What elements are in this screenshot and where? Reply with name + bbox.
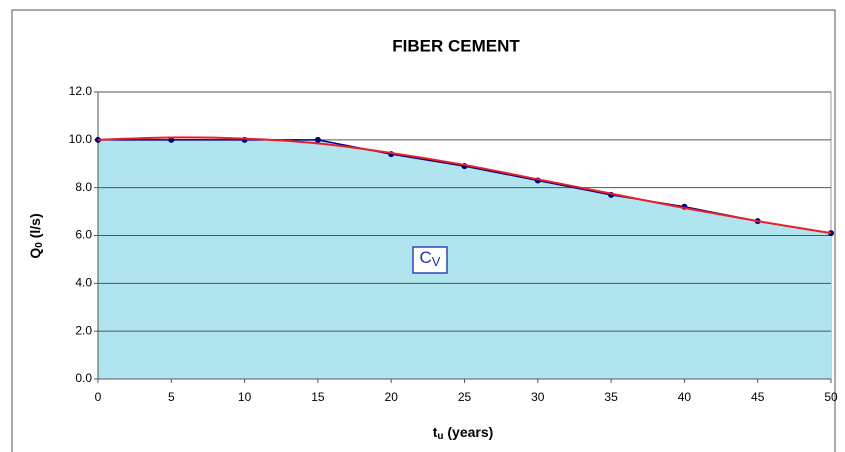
x-tick-label: 5 (168, 390, 175, 404)
x-axis-label: tu (years) (433, 424, 494, 442)
x-tick-label: 40 (678, 390, 692, 404)
x-tick-label: 25 (458, 390, 472, 404)
y-tick-label: 12.0 (69, 84, 93, 98)
area (98, 139, 831, 379)
y-tick-label: 2.0 (75, 323, 92, 337)
y-tick-label: 10.0 (69, 132, 93, 146)
series-line (97, 136, 832, 235)
x-tick-label: 0 (95, 390, 102, 404)
x-tick-label: 35 (604, 390, 618, 404)
x-tick-label: 45 (751, 390, 765, 404)
y-tick-label: 4.0 (75, 276, 92, 290)
y-tick-label: 6.0 (75, 228, 92, 242)
chart-title: FIBER CEMENT (392, 36, 520, 55)
annotation: CV (420, 248, 441, 269)
annotation-sub: V (432, 254, 441, 269)
x-tick-label: 30 (531, 390, 545, 404)
y-tick-label: 0.0 (75, 371, 92, 385)
x-tick-label: 15 (311, 390, 325, 404)
x-tick-label: 10 (238, 390, 252, 404)
y-tick-label: 8.0 (75, 180, 92, 194)
annotation-box (412, 246, 448, 274)
point (314, 136, 321, 143)
y-axis-label: Q0 (l/s) (27, 213, 45, 258)
x-tick-label: 50 (824, 390, 838, 404)
annotation-main: C (420, 248, 432, 267)
x-tick-label: 20 (385, 390, 399, 404)
